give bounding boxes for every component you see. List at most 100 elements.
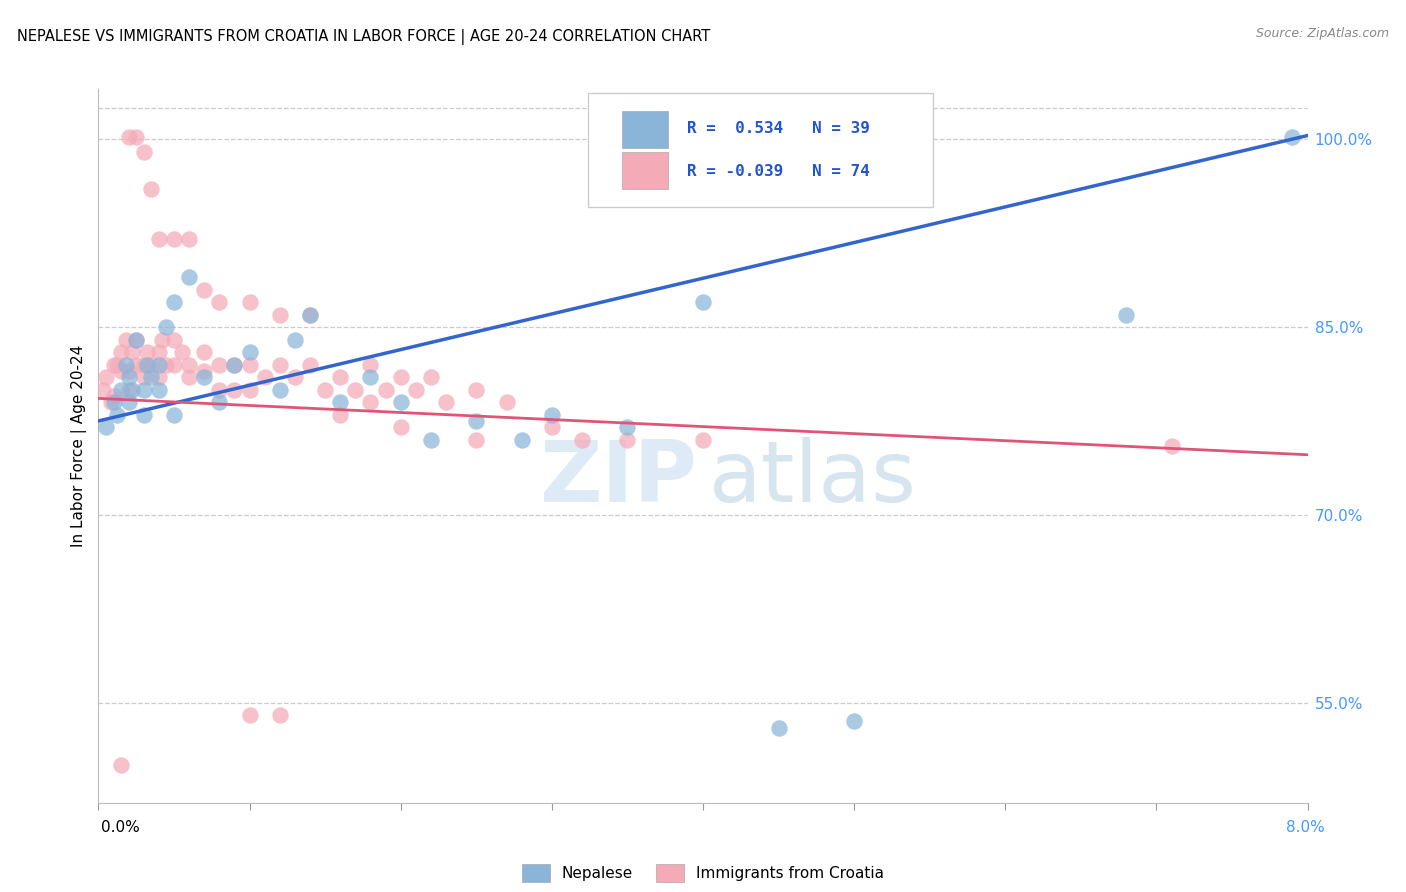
- Point: [389, 395, 412, 409]
- Point: [284, 370, 307, 384]
- Point: [105, 408, 128, 422]
- Point: [239, 708, 262, 723]
- Point: [434, 395, 457, 409]
- FancyBboxPatch shape: [588, 93, 932, 207]
- Point: [94, 420, 117, 434]
- Point: [118, 364, 141, 378]
- Point: [344, 383, 367, 397]
- Point: [163, 232, 186, 246]
- Point: [768, 721, 790, 735]
- Point: [94, 370, 117, 384]
- Point: [118, 370, 141, 384]
- Point: [155, 358, 177, 372]
- Point: [208, 395, 231, 409]
- Text: atlas: atlas: [709, 436, 917, 520]
- Point: [193, 345, 215, 359]
- Text: R = -0.039   N = 74: R = -0.039 N = 74: [688, 164, 870, 178]
- Point: [692, 295, 714, 310]
- Point: [141, 358, 163, 372]
- Point: [465, 383, 488, 397]
- Point: [269, 358, 291, 372]
- Point: [224, 358, 246, 372]
- Point: [239, 345, 262, 359]
- Point: [1160, 439, 1182, 453]
- Point: [132, 408, 155, 422]
- Point: [110, 364, 132, 378]
- Point: [132, 383, 155, 397]
- Point: [163, 295, 186, 310]
- Point: [844, 714, 866, 729]
- Point: [1281, 129, 1303, 144]
- Point: [208, 358, 231, 372]
- Point: [405, 383, 427, 397]
- Point: [616, 420, 638, 434]
- Point: [465, 414, 488, 428]
- Point: [329, 408, 352, 422]
- Text: NEPALESE VS IMMIGRANTS FROM CROATIA IN LABOR FORCE | AGE 20-24 CORRELATION CHART: NEPALESE VS IMMIGRANTS FROM CROATIA IN L…: [17, 29, 710, 45]
- Point: [299, 308, 322, 322]
- Point: [155, 320, 177, 334]
- Point: [314, 383, 336, 397]
- Point: [179, 270, 201, 285]
- Point: [193, 364, 215, 378]
- Point: [163, 333, 186, 347]
- Point: [100, 395, 122, 409]
- Point: [239, 295, 262, 310]
- Point: [148, 345, 170, 359]
- Point: [495, 395, 517, 409]
- Point: [1115, 308, 1137, 322]
- Point: [179, 232, 201, 246]
- Point: [420, 370, 443, 384]
- Point: [465, 433, 488, 447]
- Point: [389, 420, 412, 434]
- Point: [193, 370, 215, 384]
- Point: [121, 345, 143, 359]
- Point: [571, 433, 593, 447]
- Point: [135, 345, 157, 359]
- Point: [269, 308, 291, 322]
- Point: [118, 129, 141, 144]
- Point: [141, 182, 163, 196]
- Point: [360, 358, 382, 372]
- Point: [148, 358, 170, 372]
- Point: [118, 383, 141, 397]
- Point: [510, 433, 533, 447]
- Point: [193, 283, 215, 297]
- Point: [110, 758, 132, 772]
- Point: [125, 333, 148, 347]
- Point: [150, 333, 173, 347]
- Point: [121, 383, 143, 397]
- Point: [110, 345, 132, 359]
- FancyBboxPatch shape: [621, 111, 668, 148]
- Point: [541, 408, 564, 422]
- Point: [91, 383, 114, 397]
- Point: [103, 389, 125, 403]
- Point: [179, 358, 201, 372]
- Text: R =  0.534   N = 39: R = 0.534 N = 39: [688, 121, 870, 136]
- Point: [224, 383, 246, 397]
- Point: [269, 708, 291, 723]
- Point: [208, 295, 231, 310]
- Point: [329, 395, 352, 409]
- Point: [239, 358, 262, 372]
- Point: [541, 420, 564, 434]
- Text: ZIP: ZIP: [540, 436, 697, 520]
- Point: [239, 383, 262, 397]
- Point: [103, 358, 125, 372]
- Point: [360, 395, 382, 409]
- Point: [170, 345, 193, 359]
- Legend: Nepalese, Immigrants from Croatia: Nepalese, Immigrants from Croatia: [516, 858, 890, 888]
- Point: [148, 383, 170, 397]
- Point: [132, 358, 155, 372]
- Text: Source: ZipAtlas.com: Source: ZipAtlas.com: [1256, 27, 1389, 40]
- Point: [132, 145, 155, 159]
- Text: 8.0%: 8.0%: [1285, 821, 1324, 835]
- Point: [253, 370, 276, 384]
- Point: [224, 358, 246, 372]
- FancyBboxPatch shape: [621, 152, 668, 189]
- Point: [125, 358, 148, 372]
- Text: 0.0%: 0.0%: [101, 821, 141, 835]
- Point: [148, 232, 170, 246]
- Point: [360, 370, 382, 384]
- Point: [148, 370, 170, 384]
